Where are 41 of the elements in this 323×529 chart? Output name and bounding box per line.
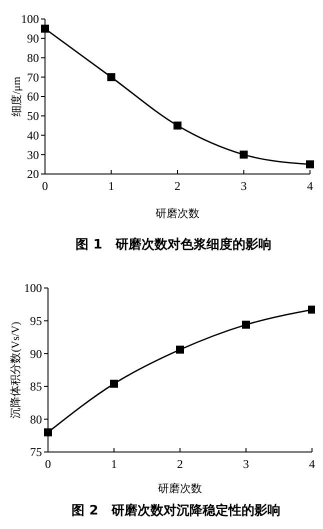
y-tick-label: 80 xyxy=(27,50,39,65)
y-tick-label: 30 xyxy=(27,148,39,162)
y-tick-label: 95 xyxy=(30,314,42,328)
y-tick-label: 40 xyxy=(27,128,39,142)
y-tick-label: 85 xyxy=(30,380,42,394)
point xyxy=(41,24,49,33)
y-axis-title: 细度/μm xyxy=(10,76,23,116)
x-tick-label: 0 xyxy=(42,179,48,194)
x-tick-label: 4 xyxy=(309,457,315,472)
point xyxy=(110,380,118,388)
point xyxy=(44,428,52,436)
point xyxy=(242,320,250,329)
point xyxy=(308,306,315,314)
y-tick-label: 60 xyxy=(27,90,39,104)
y-tick-label: 70 xyxy=(27,70,39,84)
y-tick-label: 75 xyxy=(30,445,42,460)
y-tick-label: 100 xyxy=(24,281,42,296)
y-tick-label: 90 xyxy=(27,32,39,46)
y-tick-label: 100 xyxy=(21,12,39,26)
y-tick-label: 80 xyxy=(30,412,42,426)
x-axis-title: 研磨次数 xyxy=(158,482,202,495)
point xyxy=(306,160,314,168)
x-tick-label: 2 xyxy=(174,179,180,194)
x-tick-label: 2 xyxy=(177,457,183,472)
y-axis-title: 沉降体积分数(Vs/V) xyxy=(10,321,22,418)
point xyxy=(176,346,184,354)
point xyxy=(174,122,182,130)
y-tick-label: 50 xyxy=(27,109,39,124)
x-tick-label: 3 xyxy=(243,457,249,472)
text: 图 2 研磨次数对沉降稳定性的影响 xyxy=(72,502,280,519)
x-axis-title: 研磨次数 xyxy=(156,206,200,220)
point xyxy=(240,150,248,159)
x-tick-label: 1 xyxy=(111,457,117,472)
text: 图 1 研磨次数对色浆细度的影响 xyxy=(76,236,272,253)
y-tick-label: 90 xyxy=(30,346,42,361)
y-tick-label: 20 xyxy=(27,167,39,182)
x-tick-label: 3 xyxy=(240,179,247,194)
point xyxy=(107,73,116,82)
x-tick-label: 1 xyxy=(108,179,114,194)
x-tick-label: 0 xyxy=(45,457,51,472)
x-tick-label: 4 xyxy=(307,179,313,194)
